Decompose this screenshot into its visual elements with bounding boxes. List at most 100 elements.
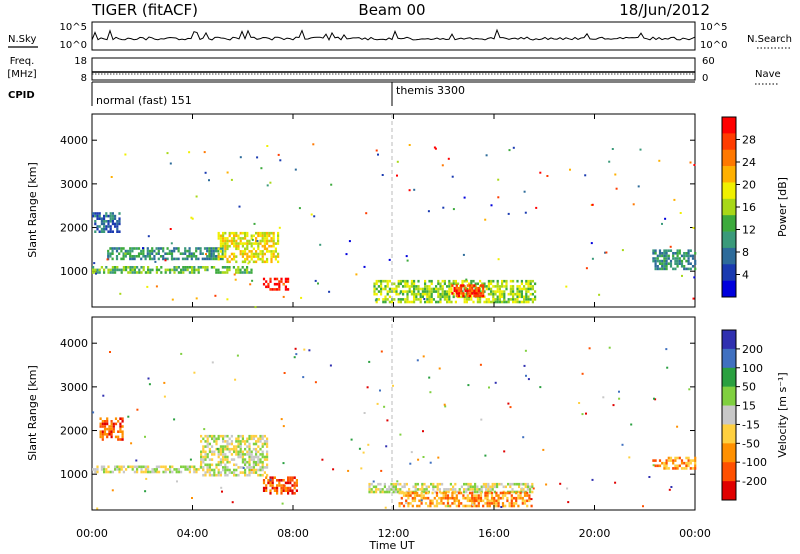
scatter-echo (163, 381, 166, 384)
scatter-echo (618, 390, 620, 393)
echo-cell (105, 214, 108, 218)
echo-cell (665, 464, 668, 468)
echo-cell (418, 494, 421, 497)
echo-cell (114, 468, 117, 471)
echo-cell (490, 287, 493, 291)
echo-cell (490, 292, 493, 296)
echo-cell (676, 257, 679, 260)
echo-cell (244, 260, 247, 264)
echo-cell (201, 257, 204, 261)
echo-cell (111, 212, 114, 215)
echo-cell (426, 285, 429, 288)
scatter-echo (383, 405, 386, 408)
echo-cell (171, 268, 174, 272)
echo-cell (146, 247, 149, 250)
scatter-echo (144, 435, 146, 438)
echo-cell (487, 485, 490, 489)
scatter-echo (612, 404, 615, 407)
echo-cell (473, 494, 476, 497)
echo-cell (472, 279, 475, 283)
echo-cell (508, 502, 511, 505)
echo-cell (497, 504, 500, 508)
echo-cell (101, 438, 104, 441)
x-tick-label: 12:00 (378, 527, 410, 540)
echo-cell (129, 268, 132, 272)
echo-cell (399, 300, 402, 304)
echo-cell (255, 252, 258, 256)
echo-cell (146, 252, 149, 255)
echo-cell (523, 287, 526, 291)
echo-cell (419, 298, 422, 301)
echo-cell (526, 488, 529, 491)
echo-cell (114, 271, 117, 274)
echo-cell (224, 250, 227, 253)
echo-cell (212, 257, 215, 261)
echo-cell (441, 292, 444, 296)
echo-cell (244, 453, 247, 456)
echo-cell (499, 491, 502, 495)
echo-cell (243, 268, 246, 272)
echo-cell (171, 465, 174, 469)
echo-cell (206, 455, 209, 459)
echo-cell (284, 481, 287, 485)
echo-cell (479, 298, 482, 301)
echo-cell (277, 260, 280, 264)
echo-cell (105, 225, 108, 228)
colorbar-swatch (722, 166, 736, 183)
echo-cell (224, 471, 227, 474)
echo-cell (443, 282, 446, 286)
scatter-echo (367, 443, 370, 446)
echo-cell (92, 268, 95, 272)
echo-cell (213, 473, 216, 477)
echo-cell (502, 485, 505, 489)
colorbar-swatch (722, 117, 736, 134)
scatter-echo (497, 178, 500, 181)
echo-cell (180, 465, 183, 469)
echo-cell (107, 268, 110, 272)
y-tick-label: 3000 (60, 381, 88, 394)
echo-cell (259, 231, 262, 235)
echo-cell (394, 490, 397, 494)
echo-cell (448, 298, 451, 301)
echo-cell (484, 491, 487, 495)
scatter-echo (208, 179, 210, 182)
echo-cell (219, 271, 222, 274)
echo-cell (265, 489, 268, 492)
echo-cell (159, 247, 163, 250)
scatter-echo (484, 454, 487, 457)
scatter-echo (193, 371, 196, 374)
scatter-echo (251, 279, 254, 282)
scatter-echo (530, 498, 533, 501)
echo-cell (106, 433, 109, 436)
echo-cell (419, 295, 422, 299)
echo-cell (667, 467, 670, 470)
echo-cell (446, 292, 449, 296)
echo-cell (215, 271, 218, 274)
echo-cell (499, 496, 502, 500)
echo-cell (166, 268, 169, 272)
echo-cell (676, 464, 679, 468)
echo-cell (665, 467, 668, 470)
echo-cell (509, 290, 512, 293)
echo-cell (274, 242, 277, 245)
echo-cell (230, 453, 233, 456)
echo-cell (427, 485, 430, 489)
echo-cell (476, 298, 479, 301)
echo-cell (386, 298, 389, 301)
echo-cell (486, 496, 489, 500)
echo-cell (116, 220, 119, 223)
echo-cell (386, 290, 389, 293)
echo-cell (471, 496, 474, 500)
echo-cell (228, 450, 231, 454)
echo-cell (432, 298, 435, 301)
echo-cell (116, 222, 119, 226)
echo-cell (101, 435, 104, 439)
echo-cell (503, 279, 506, 283)
echo-cell (250, 234, 253, 238)
echo-cell (111, 266, 114, 269)
echo-cell (252, 260, 255, 264)
echo-cell (252, 458, 255, 461)
echo-cell (531, 485, 534, 489)
echo-cell (672, 252, 675, 255)
